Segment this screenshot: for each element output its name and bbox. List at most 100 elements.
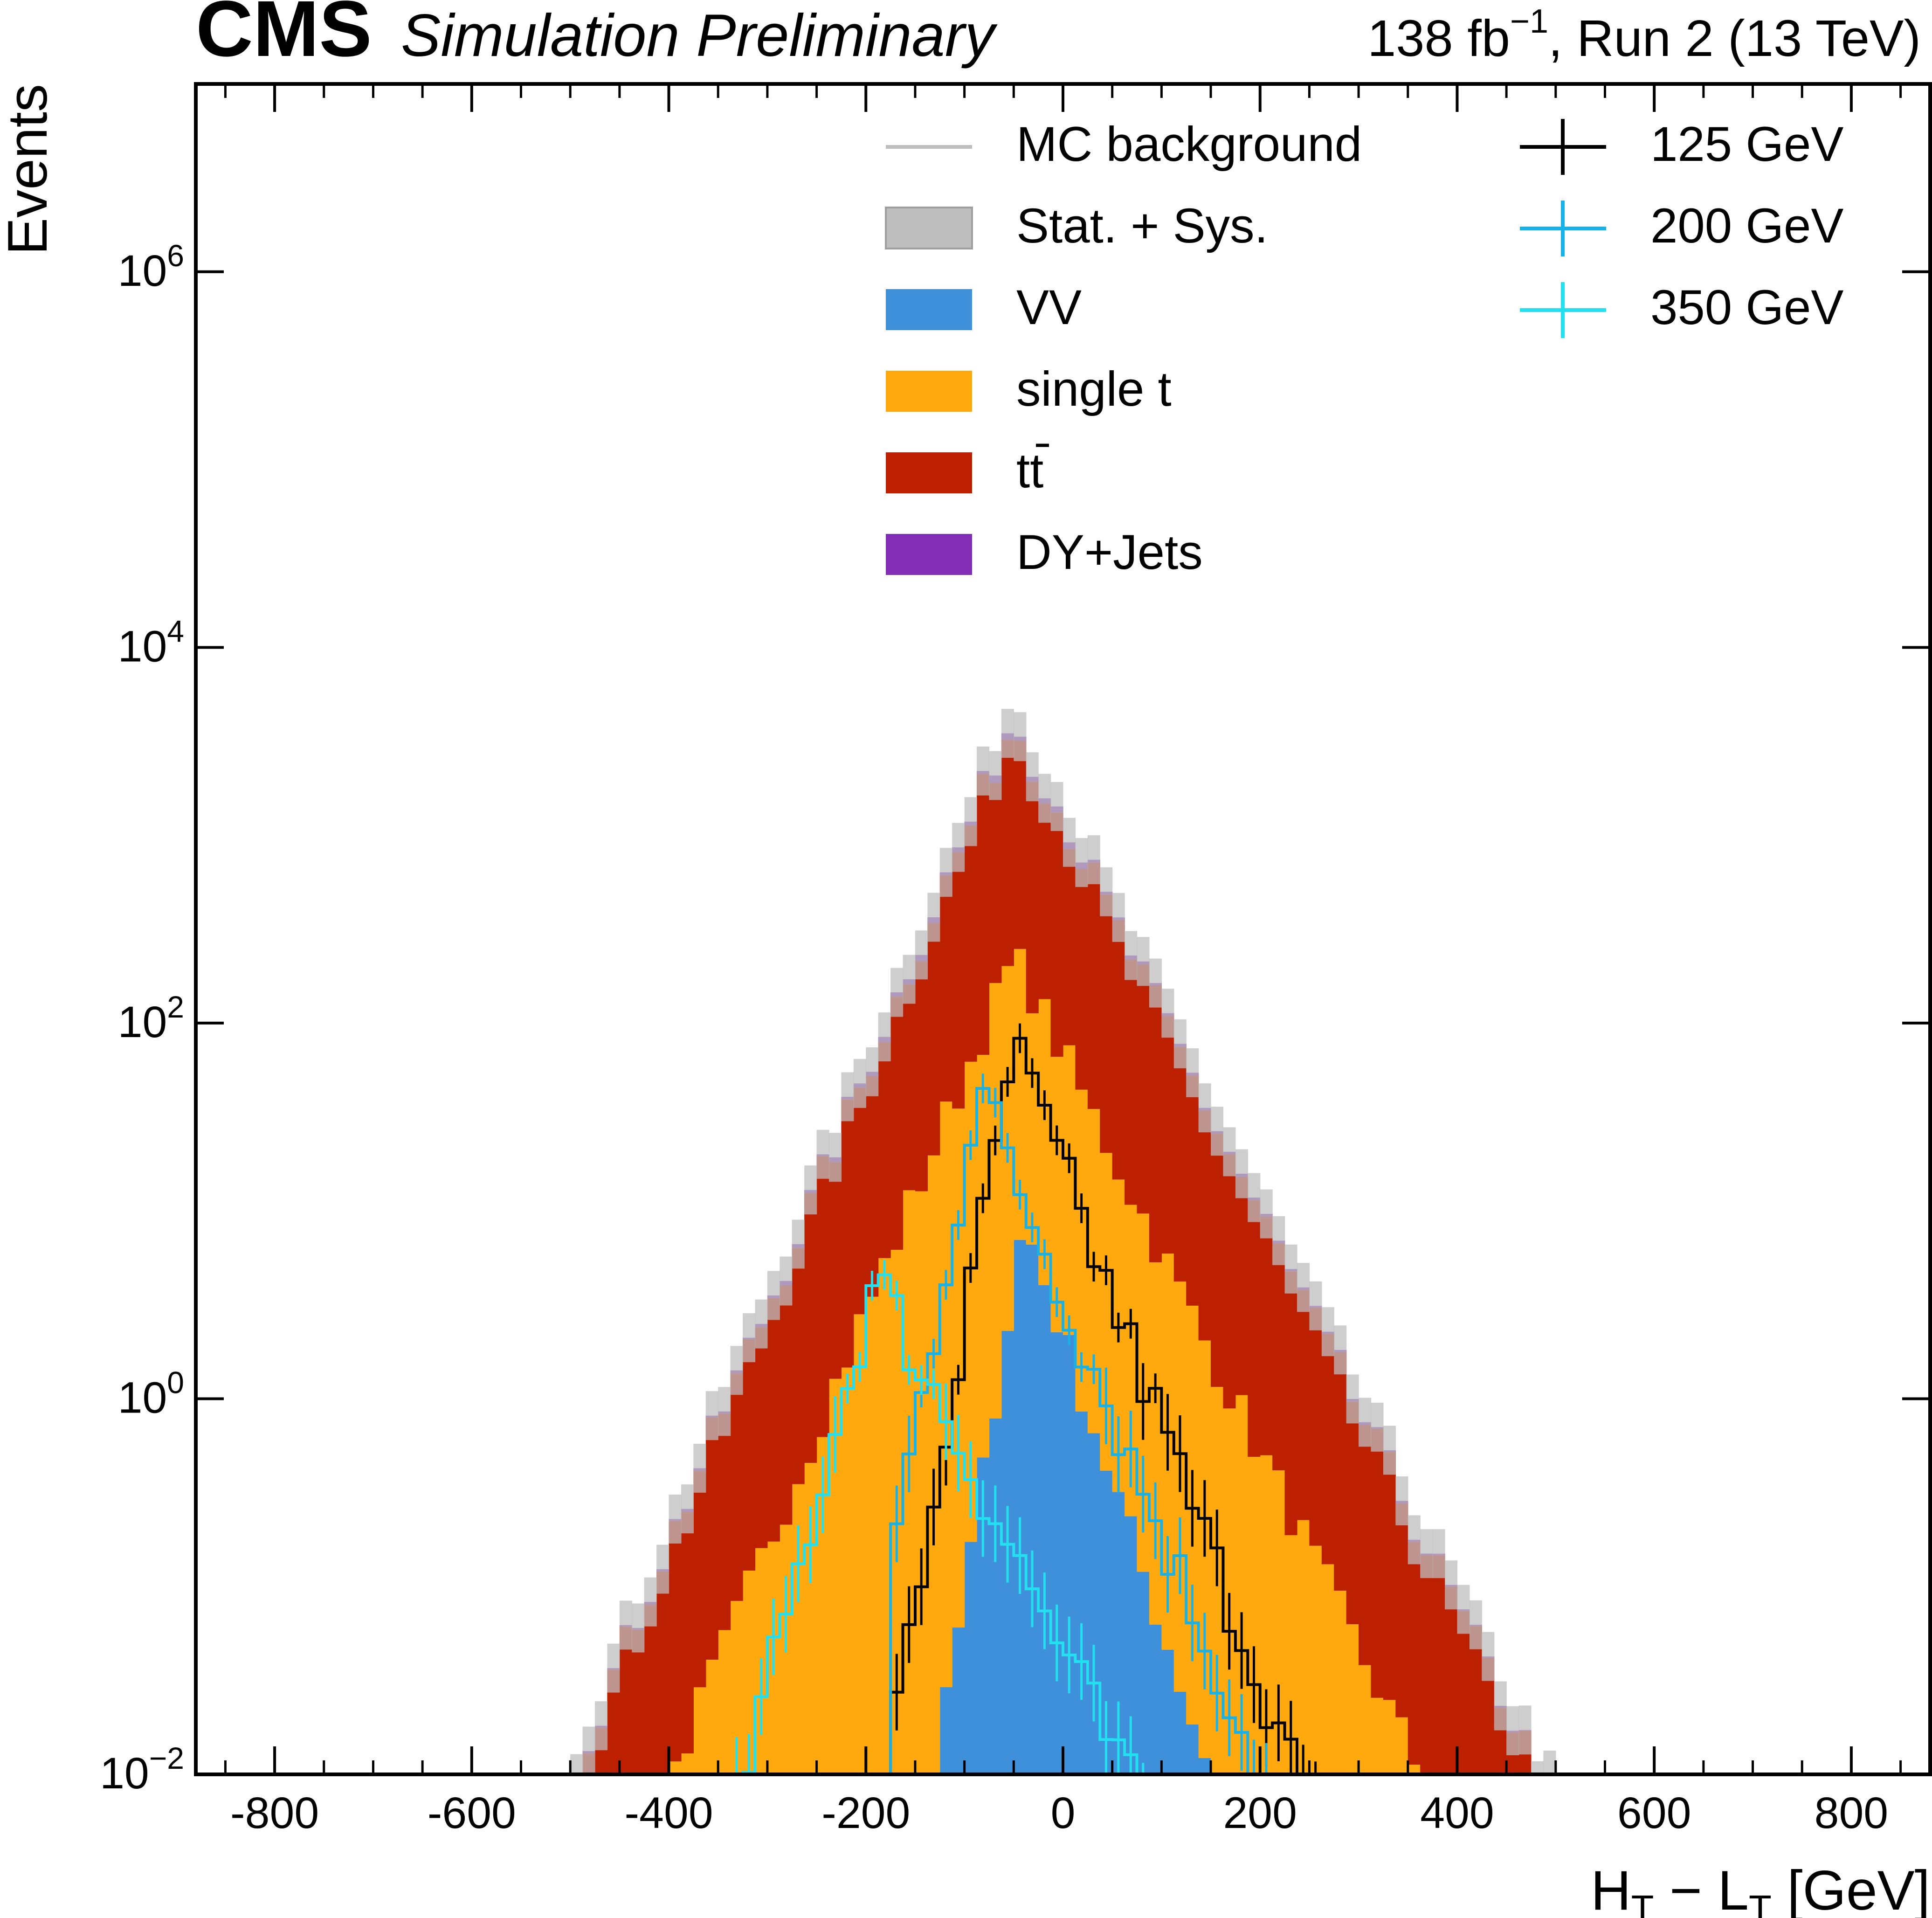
uncertainty-bin [669, 1494, 682, 1544]
bar-tt [693, 1471, 706, 1688]
bar-tt [1383, 1452, 1396, 1700]
bar-tt [1186, 1075, 1199, 1306]
status-label: Simulation Preliminary [401, 2, 998, 69]
bar-single-t [1321, 1564, 1334, 1774]
uncertainty-bin [1235, 1149, 1248, 1198]
uncertainty-bin [1359, 1398, 1372, 1447]
bar-tt [1087, 862, 1100, 1109]
uncertainty-bin [1371, 1402, 1384, 1452]
uncertainty-bin [1100, 867, 1113, 916]
bar-single-t [1346, 1624, 1359, 1774]
bar-tt [1223, 1154, 1236, 1409]
bar-vv [1149, 1624, 1162, 1774]
bar-single-t [669, 1761, 682, 1774]
bar-tt [743, 1339, 756, 1571]
bar-tt [890, 997, 904, 1250]
legend-label: 125 GeV [1650, 117, 1843, 172]
bar-tt [1359, 1425, 1372, 1665]
bar-vv [1087, 1433, 1100, 1774]
x-tick-label: -400 [624, 1788, 713, 1838]
uncertainty-bin [1186, 1048, 1199, 1097]
bar-tt [1371, 1429, 1384, 1698]
uncertainty-bin [1482, 1632, 1495, 1681]
bar-tt [1112, 920, 1125, 1180]
bar-tt [1309, 1308, 1322, 1546]
uncertainty-bin [1260, 1189, 1273, 1239]
bar-tt [1272, 1243, 1285, 1470]
legend-label: VV [1016, 280, 1082, 335]
bar-tt [816, 1156, 829, 1437]
uncertainty-bin [595, 1701, 608, 1751]
uncertainty-bin [1346, 1374, 1359, 1424]
bar-tt [1038, 803, 1051, 999]
bar-tt [1075, 869, 1088, 1090]
bar-vv [1026, 1244, 1039, 1774]
bar-tt [1173, 1046, 1187, 1282]
bar-single-t [853, 1314, 866, 1774]
uncertainty-bin [1248, 1173, 1261, 1222]
bar-tt [989, 783, 1002, 983]
bar-vv [1186, 1724, 1199, 1774]
uncertainty-bin [1211, 1107, 1224, 1156]
uncertainty-bin [866, 1047, 879, 1096]
bar-tt [1469, 1626, 1482, 1774]
bar-vv [989, 1418, 1002, 1774]
uncertainty-bin [853, 1059, 866, 1108]
bar-tt [1457, 1611, 1470, 1774]
bar-tt [619, 1627, 632, 1774]
uncertainty-bin [792, 1219, 805, 1269]
uncertainty-bin [1494, 1681, 1507, 1731]
bar-tt [1445, 1586, 1458, 1774]
uncertainty-bin [1026, 752, 1039, 802]
bar-tt [1137, 964, 1150, 1214]
bar-single-t [1309, 1545, 1322, 1774]
uncertainty-bin [1173, 1019, 1187, 1068]
uncertainty-bin [632, 1603, 645, 1653]
uncertainty-bin [1272, 1216, 1285, 1265]
uncertainty-bin [1001, 709, 1014, 758]
bar-tt [644, 1605, 657, 1774]
uncertainty-bin [1161, 989, 1174, 1038]
bar-single-t [1371, 1697, 1384, 1774]
legend-label: Stat. + Sys. [1016, 199, 1268, 253]
x-tick-label: 0 [1051, 1788, 1076, 1838]
legend-swatch [886, 534, 972, 575]
bar-tt [1014, 741, 1027, 949]
bar-single-t [841, 1367, 854, 1774]
bar-vv [964, 1542, 977, 1774]
y-tick-label: 102 [118, 990, 184, 1047]
uncertainty-bin [939, 848, 952, 897]
bar-tt [829, 1162, 842, 1379]
uncertainty-bin [890, 968, 904, 1017]
bar-vv [939, 1687, 952, 1774]
uncertainty-bin [1518, 1705, 1532, 1755]
uncertainty-bin [1284, 1244, 1297, 1294]
bar-tt [1408, 1542, 1421, 1765]
uncertainty-bin [730, 1346, 743, 1395]
x-tick-label: -800 [230, 1788, 319, 1838]
uncertainty-band [275, 709, 1852, 1775]
bar-tt [903, 984, 916, 1191]
uncertainty-bin [1469, 1600, 1482, 1649]
bar-single-t [681, 1753, 694, 1774]
uncertainty-bin [705, 1391, 718, 1440]
bar-single-t [1297, 1520, 1310, 1774]
uncertainty-bin [619, 1600, 632, 1650]
bar-single-t [1026, 1013, 1039, 1245]
bar-single-t [1050, 1057, 1063, 1332]
uncertainty-bin [582, 1726, 595, 1774]
x-tick-label: -200 [821, 1788, 910, 1838]
uncertainty-bin [1395, 1476, 1408, 1525]
x-axis: -800 -600 -400 -200 0 200 400 600 800 [224, 84, 1902, 1838]
uncertainty-bin [607, 1643, 620, 1693]
uncertainty-bin [964, 797, 977, 846]
uncertainty-bin [1137, 937, 1150, 986]
bar-tt [1297, 1290, 1310, 1520]
bar-vv [1075, 1411, 1088, 1774]
legend-label: tt [1016, 443, 1043, 498]
bar-tt [780, 1285, 793, 1525]
bar-tt [669, 1521, 682, 1762]
bar-tt [1125, 959, 1138, 1205]
bar-single-t [1408, 1765, 1421, 1774]
